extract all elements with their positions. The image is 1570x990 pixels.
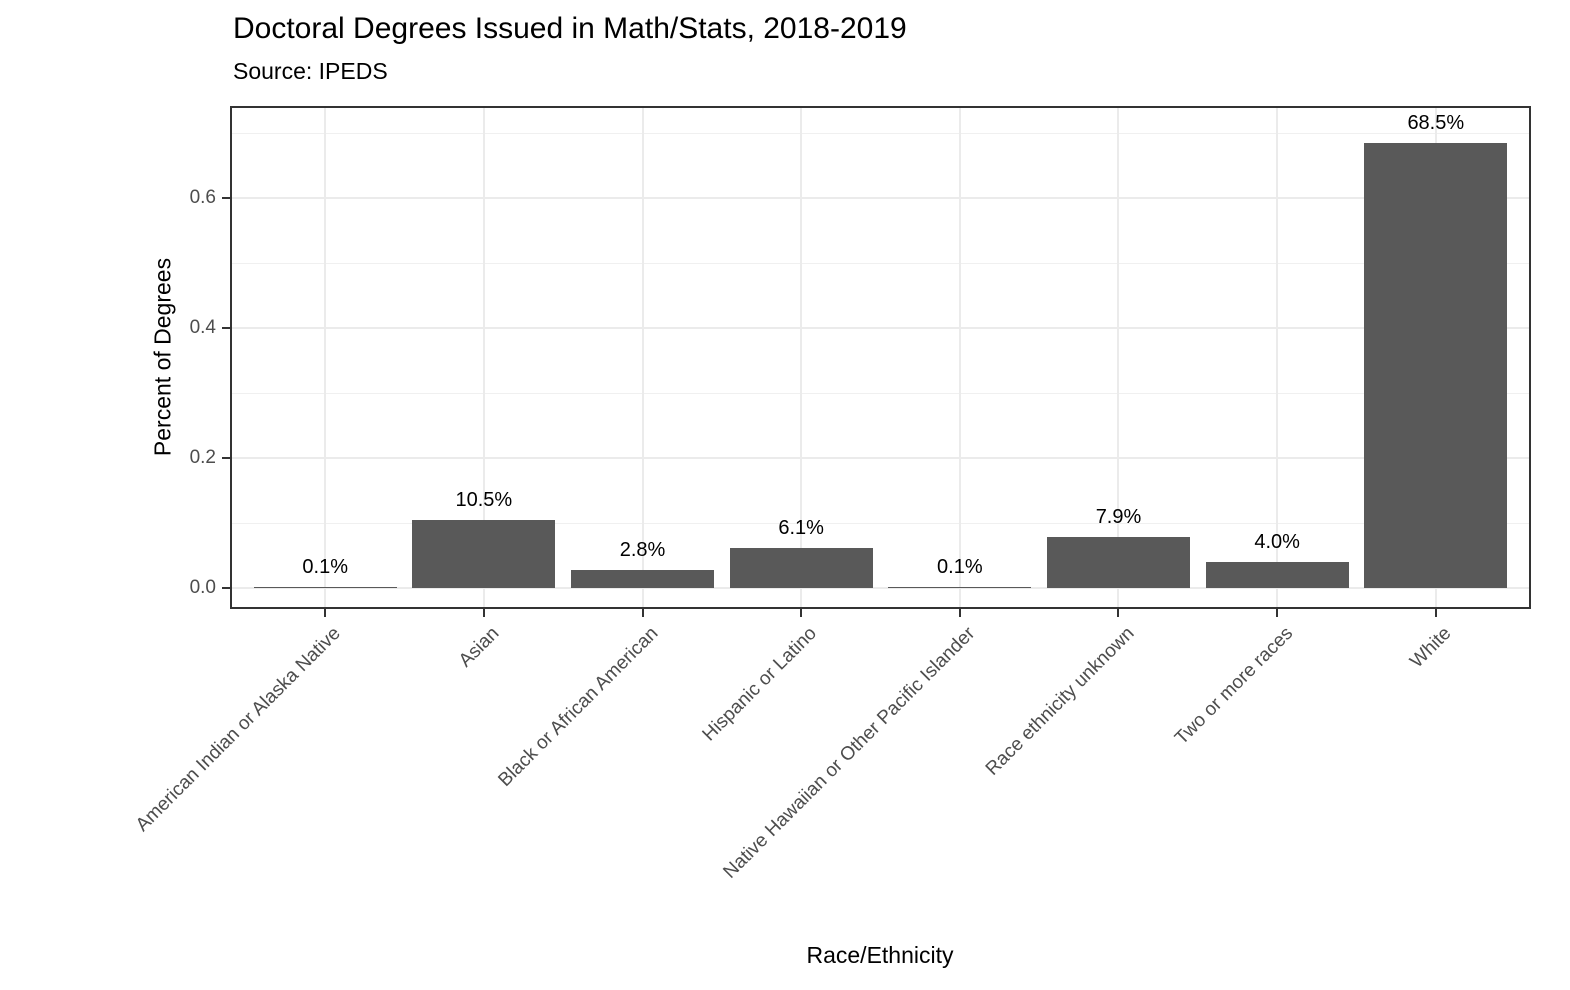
y-axis-tick-label: 0.2 (189, 447, 216, 468)
bar-6 (1047, 537, 1190, 588)
y-axis-tick-label: 0.6 (189, 187, 216, 208)
y-axis-tick (222, 587, 230, 589)
x-gridline-major (800, 106, 803, 609)
x-gridline-major (1276, 106, 1279, 609)
x-axis-tick (800, 609, 803, 617)
x-axis-title: Race/Ethnicity (806, 942, 954, 968)
y-gridline-major (230, 327, 1531, 329)
bar-value-label: 2.8% (619, 538, 666, 561)
y-gridline-major (230, 587, 1531, 589)
y-gridline-minor (230, 262, 1531, 264)
plot-panel (230, 106, 1531, 609)
bar-2 (412, 520, 555, 588)
x-gridline-major (1117, 106, 1120, 609)
bar-value-label: 7.9% (1095, 505, 1142, 528)
y-gridline-minor (230, 392, 1531, 394)
x-axis-tick (641, 609, 644, 617)
x-axis-tick (1117, 609, 1120, 617)
x-axis-tick-label: Black or African American (494, 623, 663, 791)
x-axis-tick (1276, 609, 1279, 617)
x-gridline-major (482, 106, 485, 609)
y-axis-tick (222, 327, 230, 329)
x-axis-tick (1434, 609, 1437, 617)
bar-value-label: 6.1% (778, 517, 824, 540)
x-gridline-major (641, 106, 644, 609)
y-gridline-minor (230, 132, 1531, 134)
x-gridline-major (958, 106, 961, 609)
y-axis-title: Percent of Degrees (149, 257, 176, 457)
x-axis-tick-label: Native Hawaiian or Other Pacific Islande… (719, 623, 980, 883)
chart-subtitle: Source: IPEDS (233, 58, 388, 84)
x-axis-tick (958, 609, 961, 617)
bar-value-label: 0.1% (302, 556, 348, 579)
bar-4 (730, 548, 873, 588)
y-gridline-major (230, 457, 1531, 459)
y-axis-tick (222, 457, 230, 459)
bar-value-label: 0.1% (937, 556, 983, 579)
bar-value-label: 4.0% (1254, 531, 1300, 553)
bar-7 (1206, 562, 1349, 588)
y-axis-tick-label: 0.4 (189, 317, 216, 338)
chart-title: Doctoral Degrees Issued in Math/Stats, 2… (233, 12, 907, 45)
x-axis-tick (482, 609, 485, 617)
bar-value-label: 68.5% (1407, 111, 1465, 134)
bar-8 (1364, 143, 1507, 588)
x-axis-tick-label: Asian (455, 623, 504, 672)
y-gridline-minor (230, 522, 1531, 524)
bar-5 (888, 587, 1031, 588)
x-axis-tick-label: White (1406, 623, 1456, 673)
bar-1 (254, 587, 397, 588)
x-gridline-major (324, 106, 327, 609)
x-axis-tick-label: American Indian or Alaska Native (132, 623, 346, 836)
bar-3 (571, 570, 714, 588)
x-axis-tick-label: Hispanic or Latino (698, 623, 822, 746)
y-axis-tick-label: 0.0 (189, 577, 216, 598)
y-gridline-major (230, 197, 1531, 199)
x-axis-tick-label: Two or more races (1170, 623, 1298, 750)
x-axis-tick (324, 609, 327, 617)
x-axis-tick-label: Race ethnicity unknown (981, 623, 1139, 780)
y-axis-tick (222, 197, 230, 199)
bar-value-label: 10.5% (455, 488, 513, 511)
